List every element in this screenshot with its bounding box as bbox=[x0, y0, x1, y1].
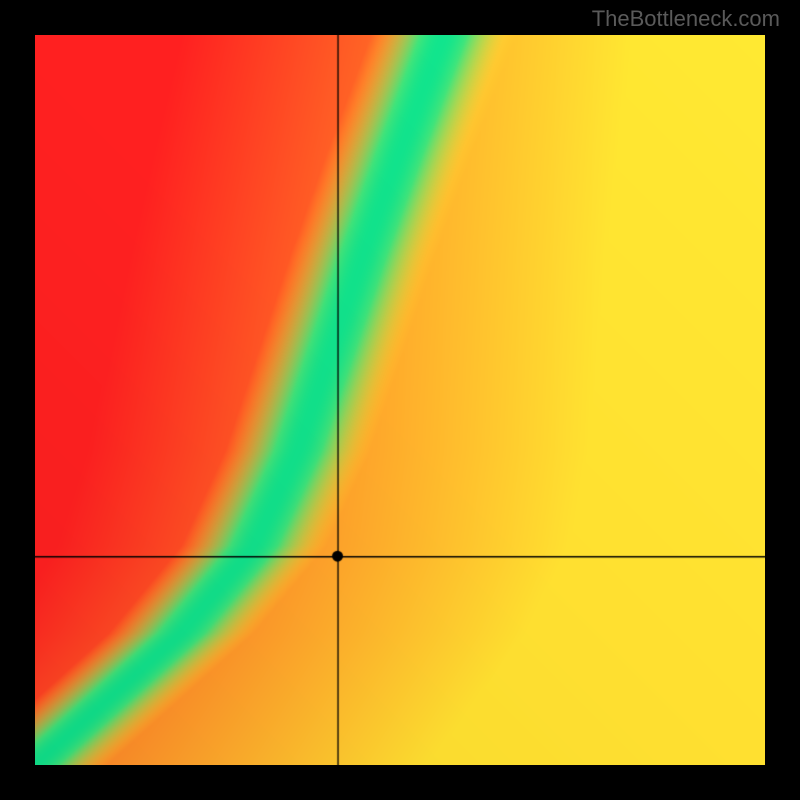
watermark-text: TheBottleneck.com bbox=[592, 6, 780, 32]
chart-frame: TheBottleneck.com bbox=[0, 0, 800, 800]
bottleneck-heatmap bbox=[35, 35, 765, 765]
